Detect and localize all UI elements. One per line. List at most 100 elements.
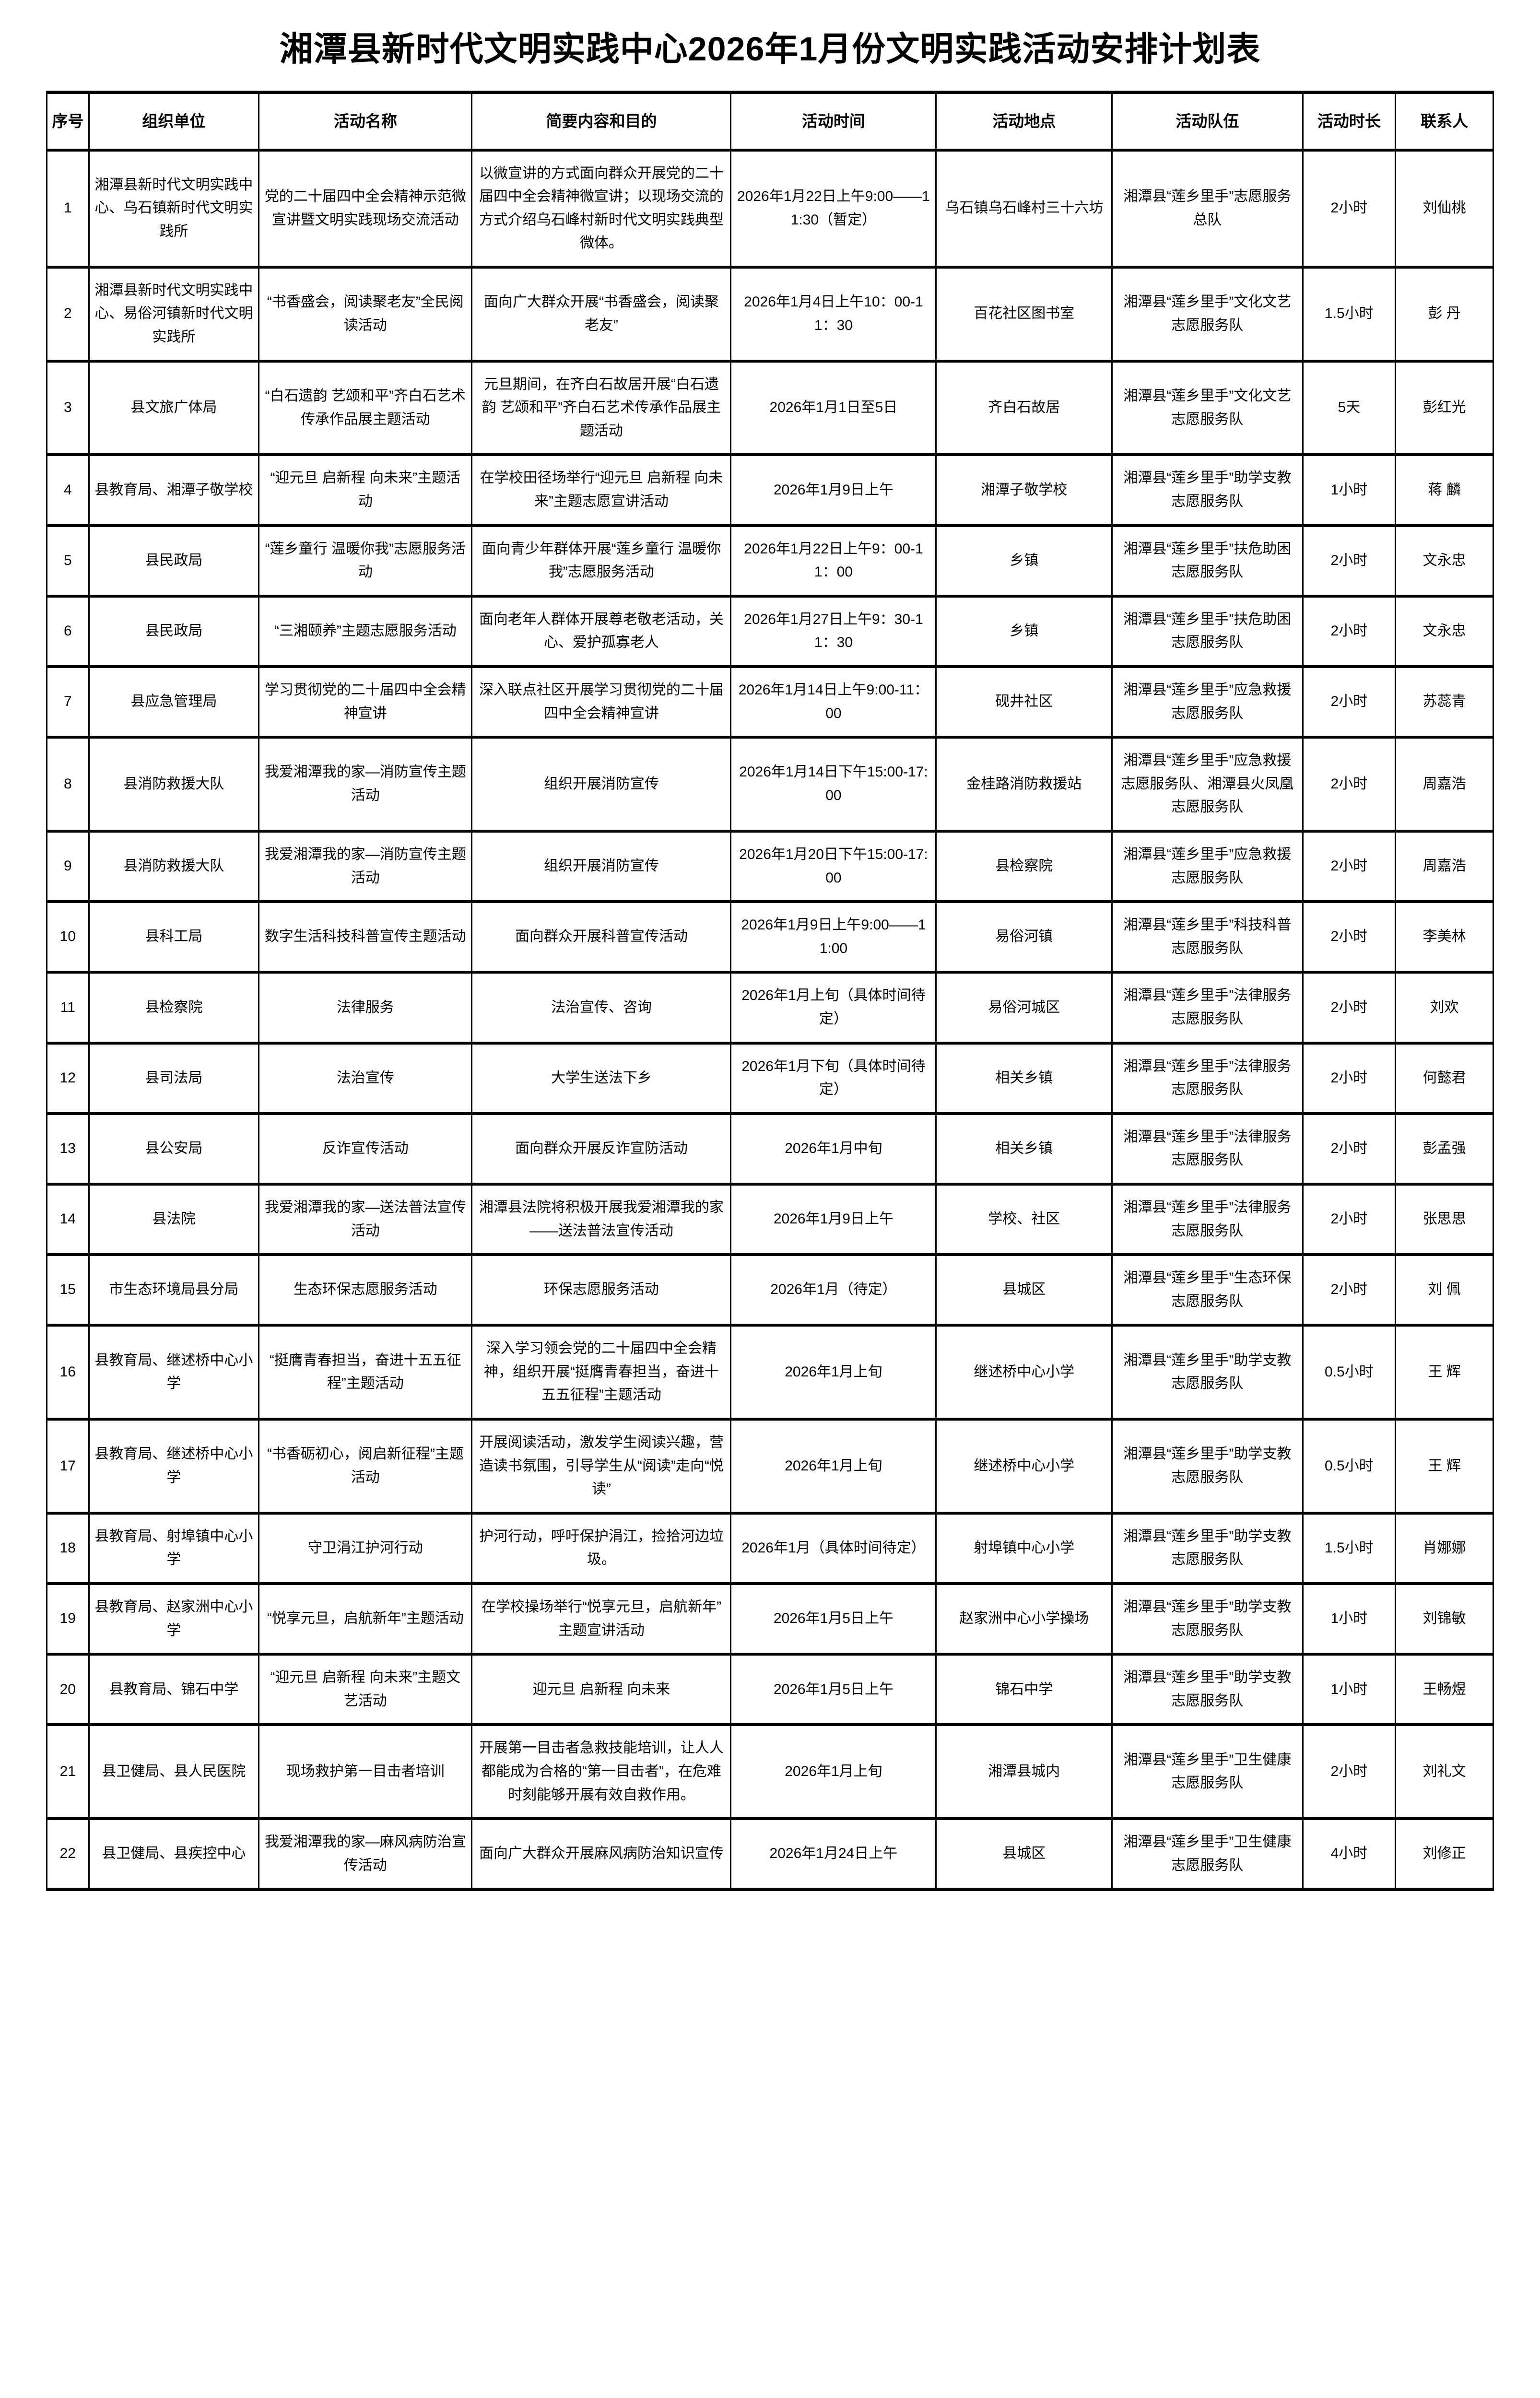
cell-duration: 2小时 — [1302, 971, 1397, 1045]
cell-duration: 1小时 — [1302, 1582, 1397, 1656]
cell-org: 县民政局 — [88, 594, 260, 669]
cell-place: 县城区 — [935, 1817, 1113, 1891]
cell-desc: 环保志愿服务活动 — [471, 1253, 732, 1327]
column-header-team: 活动队伍 — [1111, 91, 1304, 151]
cell-time: 2026年1月1日至5日 — [730, 359, 937, 457]
cell-name: 法治宣传 — [258, 1041, 473, 1115]
cell-place: 继述桥中心小学 — [935, 1324, 1113, 1421]
cell-org: 县检察院 — [88, 971, 260, 1045]
table-row: 2 湘潭县新时代文明实践中心、易俗河镇新时代文明实践所 “书香盛会，阅读聚老友”全民… — [46, 265, 1494, 363]
table-row: 5 县民政局 “莲乡童行 温暖你我”志愿服务活动 面向青少年群体开展“莲乡童行 温暖你… — [46, 524, 1494, 598]
cell-team: 湘潭县“莲乡里手”法律服务志愿服务队 — [1111, 1041, 1304, 1115]
cell-duration: 2小时 — [1302, 736, 1397, 833]
column-header-duration: 活动时长 — [1302, 91, 1397, 151]
cell-desc: 面向广大群众开展麻风病防治知识宣传 — [471, 1817, 732, 1891]
cell-duration: 1小时 — [1302, 453, 1397, 527]
cell-org: 县教育局、锦石中学 — [88, 1653, 260, 1727]
cell-org: 县司法局 — [88, 1041, 260, 1115]
table-body: 1 湘潭县新时代文明实践中心、乌石镇新时代文明实践所 党的二十届四中全会精神示范微宣… — [46, 148, 1494, 1891]
cell-duration: 0.5小时 — [1302, 1324, 1397, 1421]
cell-desc: 面向群众开展反诈宣防活动 — [471, 1112, 732, 1186]
cell-desc: 元旦期间，在齐白石故居开展“白石遗韵 艺颂和平”齐白石艺术传承作品展主题活动 — [471, 359, 732, 457]
cell-contact: 李美林 — [1395, 900, 1494, 974]
cell-org: 县教育局、继述桥中心小学 — [88, 1324, 260, 1421]
cell-team: 湘潭县“莲乡里手”卫生健康志愿服务队 — [1111, 1817, 1304, 1891]
cell-index: 5 — [46, 524, 90, 598]
cell-name: “书香砺初心，阅启新征程”主题活动 — [258, 1418, 473, 1515]
table-row: 12 县司法局 法治宣传 大学生送法下乡 2026年1月下旬（具体时间待定） 相关乡镇 湘潭… — [46, 1041, 1494, 1115]
cell-place: 湘潭子敬学校 — [935, 453, 1113, 527]
cell-org: 县科工局 — [88, 900, 260, 974]
cell-contact: 蒋 麟 — [1395, 453, 1494, 527]
cell-index: 2 — [46, 265, 90, 363]
cell-contact: 彭 丹 — [1395, 265, 1494, 363]
table-row: 21 县卫健局、县人民医院 现场救护第一目击者培训 开展第一目击者急救技能培训，让人人… — [46, 1723, 1494, 1821]
cell-index: 22 — [46, 1817, 90, 1891]
cell-contact: 文永忠 — [1395, 594, 1494, 669]
cell-contact: 王畅煜 — [1395, 1653, 1494, 1727]
cell-org: 县教育局、射埠镇中心小学 — [88, 1511, 260, 1586]
cell-contact: 张思思 — [1395, 1182, 1494, 1257]
cell-index: 10 — [46, 900, 90, 974]
cell-desc: 法治宣传、咨询 — [471, 971, 732, 1045]
cell-index: 18 — [46, 1511, 90, 1586]
cell-duration: 0.5小时 — [1302, 1418, 1397, 1515]
column-header-index: 序号 — [46, 91, 90, 151]
table-row: 20 县教育局、锦石中学 “迎元旦 启新程 向未来”主题文艺活动 迎元旦 启新程 向未… — [46, 1653, 1494, 1727]
cell-contact: 苏蕊青 — [1395, 665, 1494, 739]
cell-name: 现场救护第一目击者培训 — [258, 1723, 473, 1821]
cell-name: 我爱湘潭我的家—消防宣传主题活动 — [258, 736, 473, 833]
table-row: 1 湘潭县新时代文明实践中心、乌石镇新时代文明实践所 党的二十届四中全会精神示范微宣… — [46, 148, 1494, 269]
cell-index: 1 — [46, 148, 90, 269]
cell-place: 乡镇 — [935, 524, 1113, 598]
cell-team: 湘潭县“莲乡里手”应急救援志愿服务队、湘潭县火凤凰志愿服务队 — [1111, 736, 1304, 833]
cell-team: 湘潭县“莲乡里手”助学支教志愿服务队 — [1111, 1582, 1304, 1656]
cell-org: 市生态环境局县分局 — [88, 1253, 260, 1327]
cell-place: 锦石中学 — [935, 1653, 1113, 1727]
cell-place: 乡镇 — [935, 594, 1113, 669]
cell-org: 县教育局、湘潭子敬学校 — [88, 453, 260, 527]
cell-duration: 2小时 — [1302, 524, 1397, 598]
document-page: 湘潭县新时代文明实践中心2026年1月份文明实践活动安排计划表 序号 组织单位 … — [46, 30, 1494, 1892]
table-row: 3 县文旅广体局 “白石遗韵 艺颂和平”齐白石艺术传承作品展主题活动 元旦期间，在齐白… — [46, 359, 1494, 457]
cell-contact: 刘礼文 — [1395, 1723, 1494, 1821]
cell-team: 湘潭县“莲乡里手”科技科普志愿服务队 — [1111, 900, 1304, 974]
cell-desc: 面向群众开展科普宣传活动 — [471, 900, 732, 974]
cell-place: 赵家洲中心小学操场 — [935, 1582, 1113, 1656]
cell-org: 县卫健局、县人民医院 — [88, 1723, 260, 1821]
cell-name: “白石遗韵 艺颂和平”齐白石艺术传承作品展主题活动 — [258, 359, 473, 457]
cell-name: “迎元旦 启新程 向未来”主题文艺活动 — [258, 1653, 473, 1727]
cell-time: 2026年1月22日上午9：00-11：00 — [730, 524, 937, 598]
table-row: 8 县消防救援大队 我爱湘潭我的家—消防宣传主题活动 组织开展消防宣传 2026年1月1… — [46, 736, 1494, 833]
cell-team: 湘潭县“莲乡里手”生态环保志愿服务队 — [1111, 1253, 1304, 1327]
cell-duration: 1.5小时 — [1302, 265, 1397, 363]
cell-duration: 2小时 — [1302, 1041, 1397, 1115]
cell-team: 湘潭县“莲乡里手”志愿服务总队 — [1111, 148, 1304, 269]
cell-desc: 开展第一目击者急救技能培训，让人人都能成为合格的“第一目击者”，在危难时刻能够开… — [471, 1723, 732, 1821]
cell-time: 2026年1月20日下午15:00-17:00 — [730, 829, 937, 904]
cell-time: 2026年1月22日上午9:00——11:30（暂定） — [730, 148, 937, 269]
cell-place: 相关乡镇 — [935, 1112, 1113, 1186]
cell-time: 2026年1月（具体时间待定） — [730, 1511, 937, 1586]
cell-index: 17 — [46, 1418, 90, 1515]
cell-duration: 5天 — [1302, 359, 1397, 457]
page-title: 湘潭县新时代文明实践中心2026年1月份文明实践活动安排计划表 — [279, 30, 1261, 68]
cell-team: 湘潭县“莲乡里手”卫生健康志愿服务队 — [1111, 1723, 1304, 1821]
cell-team: 湘潭县“莲乡里手”法律服务志愿服务队 — [1111, 971, 1304, 1045]
cell-time: 2026年1月9日上午9:00——11:00 — [730, 900, 937, 974]
table-row: 13 县公安局 反诈宣传活动 面向群众开展反诈宣防活动 2026年1月中旬 相关乡镇 湘潭县… — [46, 1112, 1494, 1186]
cell-time: 2026年1月14日上午9:00-11：00 — [730, 665, 937, 739]
cell-index: 14 — [46, 1182, 90, 1257]
table-row: 22 县卫健局、县疾控中心 我爱湘潭我的家—麻风病防治宣传活动 面向广大群众开展麻风病… — [46, 1817, 1494, 1891]
cell-index: 3 — [46, 359, 90, 457]
cell-contact: 周嘉浩 — [1395, 736, 1494, 833]
cell-duration: 1小时 — [1302, 1653, 1397, 1727]
table-row: 6 县民政局 “三湘颐养”主题志愿服务活动 面向老年人群体开展尊老敬老活动，关心、爱护… — [46, 594, 1494, 669]
cell-time: 2026年1月下旬（具体时间待定） — [730, 1041, 937, 1115]
cell-contact: 何懿君 — [1395, 1041, 1494, 1115]
column-header-name: 活动名称 — [258, 91, 473, 151]
cell-org: 县卫健局、县疾控中心 — [88, 1817, 260, 1891]
cell-duration: 2小时 — [1302, 1182, 1397, 1257]
cell-name: “迎元旦 启新程 向未来”主题活动 — [258, 453, 473, 527]
cell-team: 湘潭县“莲乡里手”文化文艺志愿服务队 — [1111, 265, 1304, 363]
